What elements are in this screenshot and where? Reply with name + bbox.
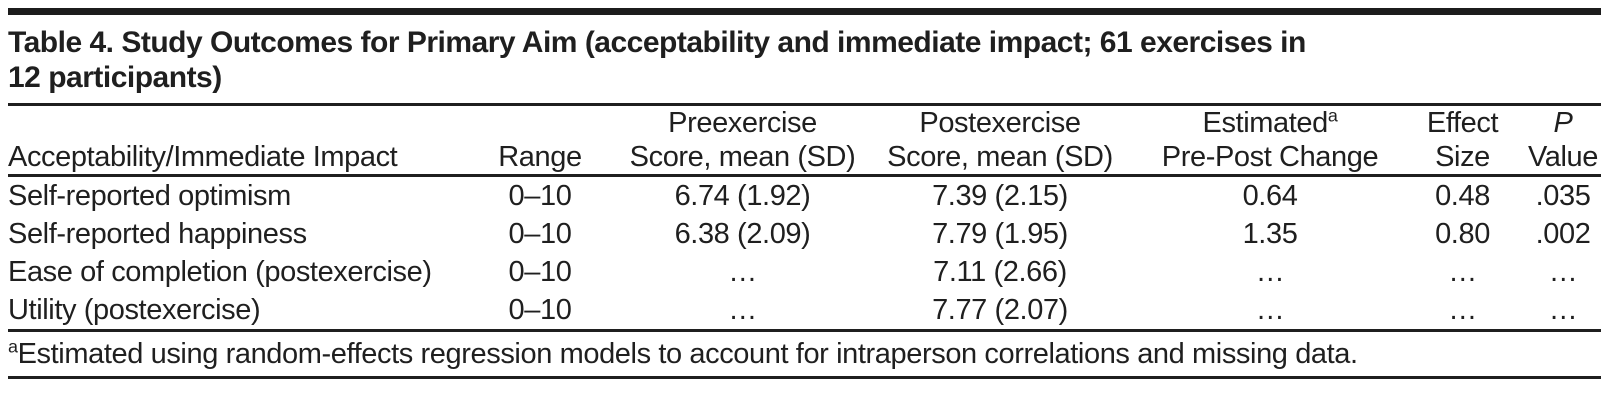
cell-range: 0–10 — [508, 218, 572, 250]
table-row-ease-of-completion: Ease of completion (postexercise) 0–10 …… — [8, 253, 1601, 291]
col-header-effect-size: Effect Size — [1400, 104, 1525, 177]
col-header-acceptability: Acceptability/Immediate Impact — [8, 104, 455, 177]
cell-preexercise-score: 6.74 (1.92) — [674, 180, 811, 212]
table-title-line2: 12 participants) — [8, 61, 222, 94]
table-row-happiness: Self-reported happiness 0–10 6.38 (2.09)… — [8, 215, 1601, 253]
cell-preexercise-score: 6.38 (2.09) — [674, 218, 811, 250]
cell-postexercise-score: 7.79 (1.95) — [932, 218, 1068, 250]
table-top-rule — [8, 8, 1601, 15]
row-label: Ease of completion (postexercise) — [8, 256, 432, 288]
cell-effect-size: 0.48 — [1435, 180, 1490, 212]
row-label: Self-reported optimism — [8, 180, 291, 212]
footnote-text: Estimated using random-effects regressio… — [17, 338, 1359, 370]
cell-effect-size: … — [1448, 256, 1477, 288]
cell-pre-post-change: 0.64 — [1242, 180, 1298, 212]
cell-postexercise-score: 7.11 (2.66) — [933, 256, 1067, 288]
footnote-marker-a: a — [1327, 105, 1338, 126]
cell-p-value: .035 — [1535, 180, 1591, 212]
footnote-marker-a: a — [8, 336, 18, 357]
table-title: Table 4. Study Outcomes for Primary Aim … — [8, 15, 1601, 103]
table-header-row: Acceptability/Immediate Impact Range Pre… — [8, 104, 1601, 177]
table-footnote: aEstimated using random-effects regressi… — [8, 332, 1601, 379]
table-panel: Table 4. Study Outcomes for Primary Aim … — [8, 8, 1601, 379]
cell-effect-size: … — [1400, 291, 1525, 332]
col-header-preexercise-score: Preexercise Score, mean (SD) — [625, 104, 860, 177]
row-label: Utility (postexercise) — [8, 291, 455, 332]
table-title-line1: Table 4. Study Outcomes for Primary Aim … — [8, 26, 1306, 59]
row-label: Self-reported happiness — [8, 218, 307, 250]
cell-p-value: … — [1548, 256, 1578, 288]
cell-pre-post-change: … — [1255, 256, 1285, 288]
table-row-optimism: Self-reported optimism 0–10 6.74 (1.92) … — [8, 176, 1601, 216]
cell-effect-size: 0.80 — [1435, 218, 1490, 250]
cell-p-value: … — [1525, 291, 1601, 332]
cell-pre-post-change: … — [1140, 291, 1400, 332]
cell-p-value: .002 — [1535, 218, 1591, 250]
col-header-p-value: P Value — [1525, 104, 1601, 177]
col-header-postexercise-score: Postexercise Score, mean (SD) — [860, 104, 1140, 177]
outcomes-table: Acceptability/Immediate Impact Range Pre… — [8, 103, 1601, 332]
col-header-estimated-change: Estimateda Pre-Post Change — [1140, 104, 1400, 177]
col-header-range: Range — [455, 104, 625, 177]
cell-range: 0–10 — [508, 180, 572, 212]
cell-preexercise-score: … — [728, 256, 757, 288]
cell-postexercise-score: 7.39 (2.15) — [932, 180, 1068, 212]
cell-pre-post-change: 1.35 — [1242, 218, 1298, 250]
table-row-utility: Utility (postexercise) 0–10 … 7.77 (2.07… — [8, 291, 1601, 332]
cell-range: 0–10 — [508, 256, 572, 288]
cell-postexercise-score: 7.77 (2.07) — [860, 291, 1140, 332]
cell-preexercise-score: … — [625, 291, 860, 332]
cell-range: 0–10 — [455, 291, 625, 332]
